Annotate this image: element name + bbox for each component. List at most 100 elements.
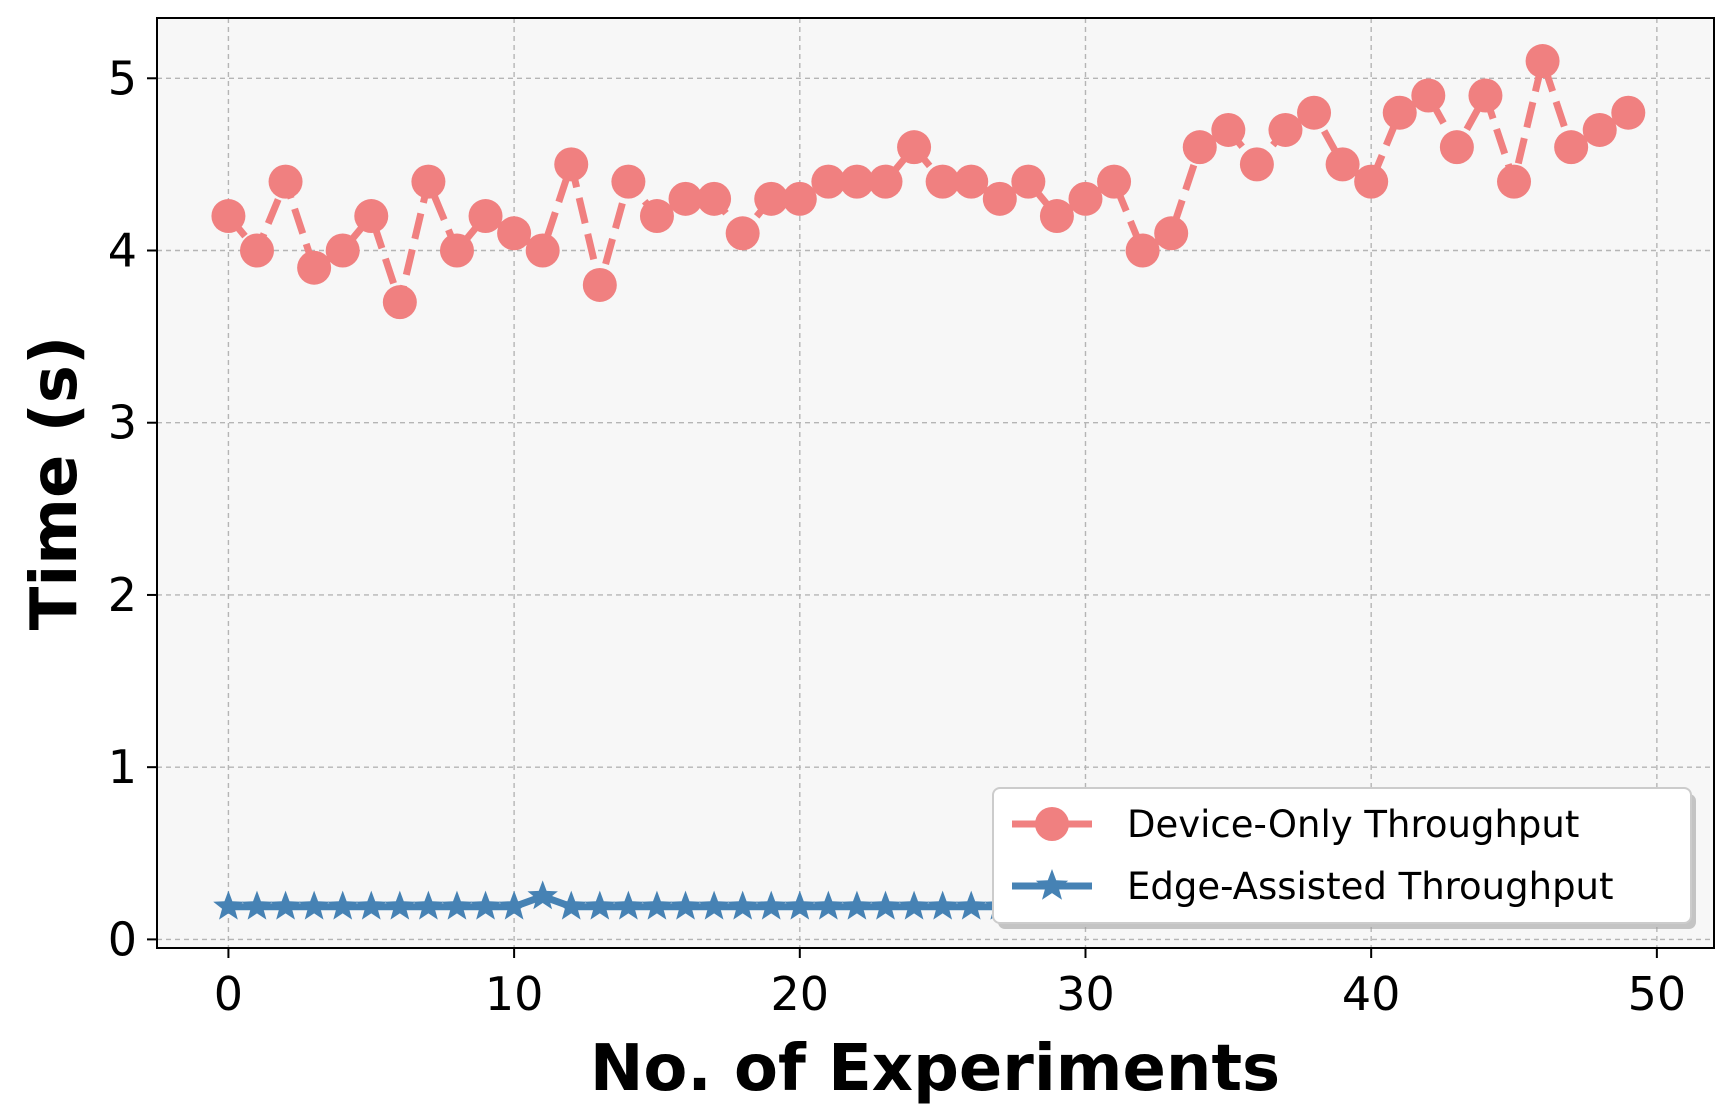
data-point-device-only-throughput xyxy=(1525,44,1560,79)
ticks: 0 10 20 30 40 50 0 1 2 3 4 5 xyxy=(108,51,1686,1021)
data-point-device-only-throughput xyxy=(497,216,532,251)
plot-frame xyxy=(156,17,1715,949)
data-point-device-only-throughput xyxy=(1611,95,1646,130)
data-point-device-only-throughput xyxy=(325,233,360,268)
data-point-edge-assisted-throughput xyxy=(670,890,701,920)
data-point-device-only-throughput xyxy=(468,199,503,234)
data-point-edge-assisted-throughput xyxy=(298,890,330,920)
data-point-device-only-throughput xyxy=(954,164,989,199)
data-point-device-only-throughput xyxy=(839,164,874,199)
data-point-device-only-throughput xyxy=(611,164,646,199)
data-point-edge-assisted-throughput xyxy=(213,890,244,920)
data-point-device-only-throughput xyxy=(411,164,446,199)
data-point-device-only-throughput xyxy=(382,285,417,320)
data-point-edge-assisted-throughput xyxy=(813,890,844,920)
data-point-device-only-throughput xyxy=(1011,164,1046,199)
x-tick-label: 20 xyxy=(771,967,830,1021)
x-axis-title: No. of Experiments xyxy=(590,1032,1280,1106)
data-point-device-only-throughput xyxy=(1125,233,1160,268)
data-point-device-only-throughput xyxy=(697,181,732,216)
data-point-device-only-throughput xyxy=(1439,130,1474,165)
data-point-device-only-throughput xyxy=(897,130,932,165)
data-point-device-only-throughput xyxy=(1497,164,1532,199)
data-point-device-only-throughput xyxy=(1068,181,1103,216)
x-tick-label: 50 xyxy=(1628,967,1687,1021)
data-point-edge-assisted-throughput xyxy=(327,890,358,920)
x-tick-label: 40 xyxy=(1342,967,1401,1021)
data-point-edge-assisted-throughput xyxy=(641,890,673,920)
y-tick-label: 0 xyxy=(108,912,137,966)
data-point-device-only-throughput xyxy=(268,164,303,199)
data-point-device-only-throughput xyxy=(439,233,474,268)
legend-label-device-only: Device-Only Throughput xyxy=(1127,803,1579,846)
data-point-device-only-throughput xyxy=(639,199,674,234)
legend-marker-edge-assisted xyxy=(1035,869,1069,900)
data-point-device-only-throughput xyxy=(554,147,589,182)
data-point-device-only-throughput xyxy=(1154,216,1189,251)
data-point-edge-assisted-throughput xyxy=(727,890,758,920)
data-point-edge-assisted-throughput xyxy=(756,890,787,920)
data-point-device-only-throughput xyxy=(297,250,332,285)
legend-marker-device-only xyxy=(1035,807,1069,841)
data-point-device-only-throughput xyxy=(1211,112,1246,147)
data-point-edge-assisted-throughput xyxy=(784,890,816,920)
x-tick-label: 10 xyxy=(485,967,544,1021)
y-tick-label: 1 xyxy=(108,740,137,794)
data-point-device-only-throughput xyxy=(1354,164,1389,199)
data-point-device-only-throughput xyxy=(1239,147,1274,182)
data-point-edge-assisted-throughput xyxy=(441,890,473,920)
data-point-edge-assisted-throughput xyxy=(698,890,730,920)
y-tick-label: 3 xyxy=(108,396,137,450)
data-point-edge-assisted-throughput xyxy=(527,880,558,910)
data-point-device-only-throughput xyxy=(668,181,703,216)
data-point-edge-assisted-throughput xyxy=(841,890,873,920)
data-point-edge-assisted-throughput xyxy=(927,890,958,920)
data-point-device-only-throughput xyxy=(811,164,846,199)
data-point-device-only-throughput xyxy=(582,267,617,302)
y-axis-title: Time (s) xyxy=(18,336,92,631)
data-point-edge-assisted-throughput xyxy=(584,890,616,920)
data-point-edge-assisted-throughput xyxy=(356,890,387,920)
y-tick-label: 2 xyxy=(108,568,137,622)
data-point-device-only-throughput xyxy=(754,181,789,216)
data-point-device-only-throughput xyxy=(925,164,960,199)
data-point-device-only-throughput xyxy=(725,216,760,251)
data-point-device-only-throughput xyxy=(868,164,903,199)
data-point-edge-assisted-throughput xyxy=(613,890,644,920)
data-point-device-only-throughput xyxy=(239,233,274,268)
data-point-edge-assisted-throughput xyxy=(470,890,501,920)
data-point-device-only-throughput xyxy=(354,199,389,234)
data-point-edge-assisted-throughput xyxy=(556,890,587,920)
legend-label-edge-assisted: Edge-Assisted Throughput xyxy=(1127,865,1614,908)
y-tick-label: 4 xyxy=(108,224,137,278)
data-point-edge-assisted-throughput xyxy=(241,890,273,920)
data-point-device-only-throughput xyxy=(1325,147,1360,182)
y-tick-label: 5 xyxy=(108,51,137,105)
series-layer xyxy=(211,44,1646,920)
data-point-edge-assisted-throughput xyxy=(955,890,987,920)
data-point-edge-assisted-throughput xyxy=(498,890,530,920)
data-point-device-only-throughput xyxy=(1382,95,1417,130)
data-point-edge-assisted-throughput xyxy=(413,890,444,920)
data-point-device-only-throughput xyxy=(982,181,1017,216)
data-point-edge-assisted-throughput xyxy=(870,890,901,920)
data-point-device-only-throughput xyxy=(211,199,246,234)
data-point-device-only-throughput xyxy=(1268,112,1303,147)
data-point-device-only-throughput xyxy=(1582,112,1617,147)
data-point-device-only-throughput xyxy=(1468,78,1503,113)
legend: Device-Only Throughput Edge-Assisted Thr… xyxy=(992,787,1696,929)
x-tick-label: 0 xyxy=(214,967,243,1021)
data-point-edge-assisted-throughput xyxy=(384,890,416,920)
data-point-device-only-throughput xyxy=(1554,130,1589,165)
data-point-device-only-throughput xyxy=(1411,78,1446,113)
data-point-edge-assisted-throughput xyxy=(898,890,930,920)
data-point-device-only-throughput xyxy=(1182,130,1217,165)
data-point-device-only-throughput xyxy=(1297,95,1332,130)
data-point-device-only-throughput xyxy=(782,181,817,216)
x-tick-label: 30 xyxy=(1056,967,1115,1021)
data-point-device-only-throughput xyxy=(1039,199,1074,234)
data-point-device-only-throughput xyxy=(525,233,560,268)
data-point-device-only-throughput xyxy=(1097,164,1132,199)
legend-box xyxy=(992,787,1692,924)
